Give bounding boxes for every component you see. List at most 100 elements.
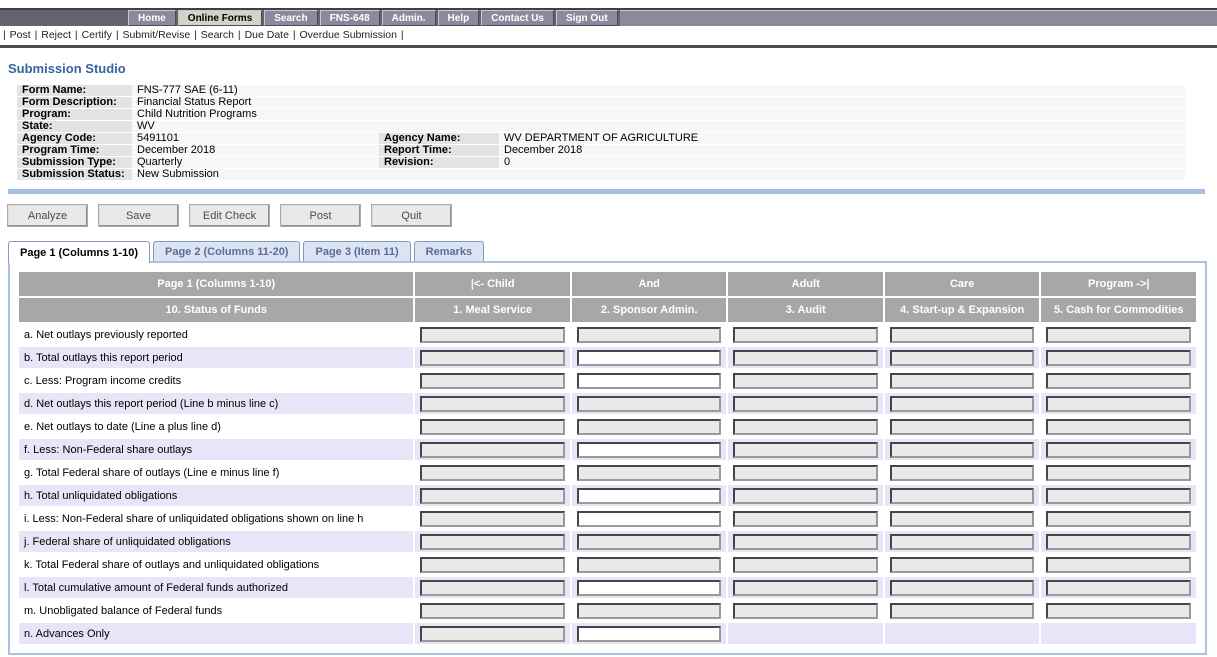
grid-input-d-col1 <box>420 396 565 412</box>
grid-row-label-f: f. Less: Non-Federal share outlays <box>19 439 413 460</box>
tab-page-1-columns-1-10[interactable]: Page 1 (Columns 1-10) <box>8 241 150 263</box>
grid-header-cell-adult: Adult <box>728 272 883 296</box>
info-label: Revision: <box>379 157 499 168</box>
form-info-row-program: Program:Child Nutrition Programs <box>17 109 1185 120</box>
menu-item-post[interactable]: Post <box>9 29 32 41</box>
grid-input-j-col1 <box>420 534 565 550</box>
toolbar-button-save[interactable]: Save <box>99 205 178 226</box>
tab-page-2-columns-11-20[interactable]: Page 2 (Columns 11-20) <box>153 241 301 261</box>
nav-tab-sign-out[interactable]: Sign Out <box>556 10 618 26</box>
nav-tab-contact-us[interactable]: Contact Us <box>481 10 554 26</box>
grid-cell-k-col3 <box>728 554 883 575</box>
grid-row-h: h. Total unliquidated obligations <box>19 485 1196 506</box>
menu-item-certify[interactable]: Certify <box>81 29 113 41</box>
grid-input-j-col2 <box>577 534 722 550</box>
toolbar-button-analyze[interactable]: Analyze <box>8 205 87 226</box>
grid-cell-j-col3 <box>728 531 883 552</box>
grid-input-k-col4 <box>890 557 1035 573</box>
menubar-divider <box>0 45 1217 48</box>
grid-input-i-col2[interactable] <box>577 511 722 527</box>
form-info-row-program-time: Program Time:December 2018Report Time:De… <box>17 145 1185 156</box>
grid-row-label-e: e. Net outlays to date (Line a plus line… <box>19 416 413 437</box>
nav-tab-admin[interactable]: Admin. <box>382 10 436 26</box>
info-label: Submission Status: <box>17 169 132 180</box>
grid-row-c: c. Less: Program income credits <box>19 370 1196 391</box>
nav-tab-online-forms[interactable]: Online Forms <box>178 10 262 26</box>
grid-input-i-col5 <box>1046 511 1191 527</box>
nav-tab-home[interactable]: Home <box>128 10 176 26</box>
grid-input-n-col2[interactable] <box>577 626 722 642</box>
menu-item-overdue-submission[interactable]: Overdue Submission <box>299 29 398 41</box>
toolbar-button-edit-check[interactable]: Edit Check <box>190 205 269 226</box>
grid-cell-k-col4 <box>885 554 1040 575</box>
grid-row-label-m: m. Unobligated balance of Federal funds <box>19 600 413 621</box>
grid-input-c-col2[interactable] <box>577 373 722 389</box>
grid-cell-b-col1 <box>415 347 570 368</box>
form-info-body: Form Name:FNS-777 SAE (6-11)Form Descrip… <box>17 85 1185 180</box>
grid-input-b-col4 <box>890 350 1035 366</box>
grid-input-c-col3 <box>733 373 878 389</box>
grid-row-label-i: i. Less: Non-Federal share of unliquidat… <box>19 508 413 529</box>
grid-cell-j-col4 <box>885 531 1040 552</box>
grid-header-cell-child: |<- Child <box>415 272 570 296</box>
grid-input-b-col5 <box>1046 350 1191 366</box>
grid-cell-h-col3 <box>728 485 883 506</box>
grid-header-cell-4-start-up-expansion: 4. Start-up & Expansion <box>885 298 1040 322</box>
menu-item-reject[interactable]: Reject <box>40 29 72 41</box>
grid-input-h-col2[interactable] <box>577 488 722 504</box>
grid-cell-f-col5 <box>1041 439 1196 460</box>
nav-tab-help[interactable]: Help <box>438 10 480 26</box>
grid-input-l-col2[interactable] <box>577 580 722 596</box>
grid-row-label-h: h. Total unliquidated obligations <box>19 485 413 506</box>
info-label: Form Description: <box>17 97 132 108</box>
grid-input-f-col5 <box>1046 442 1191 458</box>
menu-item-due-date[interactable]: Due Date <box>244 29 290 41</box>
grid-cell-m-col4 <box>885 600 1040 621</box>
grid-header-cell-care: Care <box>885 272 1040 296</box>
grid-cell-g-col4 <box>885 462 1040 483</box>
grid-row-a: a. Net outlays previously reported <box>19 324 1196 345</box>
tab-page-3-item-11[interactable]: Page 3 (Item 11) <box>303 241 410 261</box>
grid-input-e-col2 <box>577 419 722 435</box>
grid-input-a-col4 <box>890 327 1035 343</box>
info-value: FNS-777 SAE (6-11) <box>132 85 1185 96</box>
tab-remarks[interactable]: Remarks <box>414 241 484 261</box>
section-accent-bar <box>8 189 1205 194</box>
grid-input-l-col4 <box>890 580 1035 596</box>
form-info-row-form-name: Form Name:FNS-777 SAE (6-11) <box>17 85 1185 96</box>
grid-input-l-col3 <box>733 580 878 596</box>
grid-input-i-col4 <box>890 511 1035 527</box>
grid-cell-a-col1 <box>415 324 570 345</box>
nav-tab-fns-648[interactable]: FNS-648 <box>320 10 380 26</box>
grid-cell-a-col3 <box>728 324 883 345</box>
grid-input-e-col5 <box>1046 419 1191 435</box>
menu-item-search[interactable]: Search <box>200 29 235 41</box>
grid-row-j: j. Federal share of unliquidated obligat… <box>19 531 1196 552</box>
grid-header-cell-and: And <box>572 272 727 296</box>
grid-input-e-col1 <box>420 419 565 435</box>
grid-input-h-col4 <box>890 488 1035 504</box>
grid-cell-m-col3 <box>728 600 883 621</box>
grid-cell-c-col1 <box>415 370 570 391</box>
grid-input-g-col4 <box>890 465 1035 481</box>
grid-cell-d-col3 <box>728 393 883 414</box>
info-value: New Submission <box>132 169 1185 180</box>
grid-input-k-col3 <box>733 557 878 573</box>
grid-input-e-col4 <box>890 419 1035 435</box>
grid-cell-a-col2 <box>572 324 727 345</box>
grid-row-n: n. Advances Only <box>19 623 1196 644</box>
grid-input-f-col2[interactable] <box>577 442 722 458</box>
grid-cell-n-col3 <box>728 623 883 644</box>
grid-body: a. Net outlays previously reportedb. Tot… <box>19 324 1196 644</box>
grid-input-d-col2 <box>577 396 722 412</box>
grid-cell-j-col1 <box>415 531 570 552</box>
grid-header-cell-3-audit: 3. Audit <box>728 298 883 322</box>
toolbar-button-quit[interactable]: Quit <box>372 205 451 226</box>
menu-item-submit-revise[interactable]: Submit/Revise <box>121 29 191 41</box>
grid-input-f-col4 <box>890 442 1035 458</box>
form-info-row-state: State:WV <box>17 121 1185 132</box>
grid-input-b-col2[interactable] <box>577 350 722 366</box>
toolbar-button-post[interactable]: Post <box>281 205 360 226</box>
grid-input-f-col3 <box>733 442 878 458</box>
nav-tab-search[interactable]: Search <box>264 10 317 26</box>
